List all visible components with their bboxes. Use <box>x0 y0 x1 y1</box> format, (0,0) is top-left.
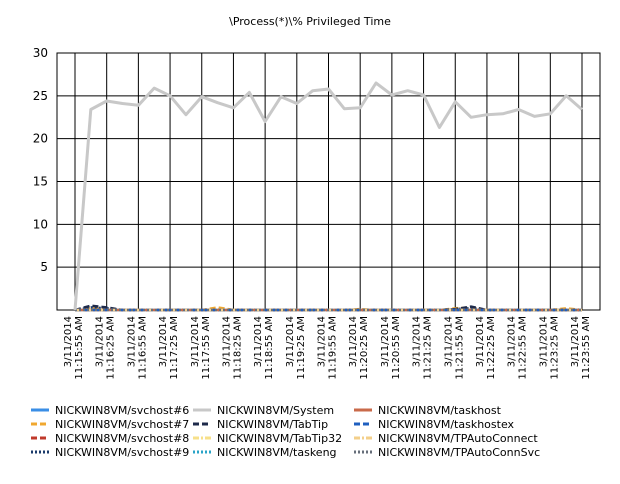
legend-label: NICKWIN8VM/TabTip32 <box>217 432 342 445</box>
x-tick-label-line: 11:20:55 AM <box>391 316 402 380</box>
x-tick-label: 3/11/2014 11:22:55 AM <box>507 316 529 380</box>
y-tick-label: 25 <box>33 89 48 103</box>
x-tick-label-line: 11:21:55 AM <box>454 316 465 380</box>
x-tick-label-line: 3/11/2014 <box>95 316 106 367</box>
x-tick-label-line: 11:18:55 AM <box>264 316 275 380</box>
x-tick-label: 3/11/2014 11:19:55 AM <box>317 316 339 380</box>
legend: NICKWIN8VM/svchost#6NICKWIN8VM/svchost#7… <box>31 404 540 459</box>
x-tick-label-line: 11:17:25 AM <box>169 316 180 380</box>
legend-label: NICKWIN8VM/svchost#7 <box>55 418 189 431</box>
x-tick-label-line: 3/11/2014 <box>380 316 391 367</box>
x-tick-label: 3/11/2014 11:15:55 AM <box>63 316 85 380</box>
y-tick-label: 5 <box>40 260 48 274</box>
x-tick-label: 3/11/2014 11:22:25 AM <box>475 316 497 380</box>
x-tick-label-line: 11:18:25 AM <box>232 316 243 380</box>
x-tick-label-line: 11:23:55 AM <box>581 316 592 380</box>
x-tick-label-line: 3/11/2014 <box>253 316 264 367</box>
x-tick-label-line: 3/11/2014 <box>538 316 549 367</box>
legend-item: NICKWIN8VM/svchost#8 <box>31 432 189 445</box>
x-tick-label-line: 3/11/2014 <box>570 316 581 367</box>
x-tick-label: 3/11/2014 11:16:25 AM <box>95 316 117 380</box>
x-tick-label-line: 3/11/2014 <box>507 316 518 367</box>
legend-item: NICKWIN8VM/svchost#7 <box>31 418 189 431</box>
x-tick-label-line: 11:22:25 AM <box>486 316 497 380</box>
series-line-4 <box>73 81 583 311</box>
x-tick-label-line: 3/11/2014 <box>475 316 486 367</box>
legend-item: NICKWIN8VM/TPAutoConnSvc <box>354 446 540 459</box>
x-tick-label: 3/11/2014 11:23:25 AM <box>538 316 560 380</box>
y-axis: 5 10 15 20 25 30 <box>33 46 48 274</box>
legend-item: NICKWIN8VM/System <box>193 404 334 417</box>
x-tick-label-line: 3/11/2014 <box>412 316 423 367</box>
x-tick-label-line: 3/11/2014 <box>190 316 201 367</box>
x-tick-label-line: 11:16:55 AM <box>137 316 148 380</box>
legend-label: NICKWIN8VM/taskhost <box>378 404 502 417</box>
x-tick-label: 3/11/2014 11:20:25 AM <box>348 316 370 380</box>
legend-item: NICKWIN8VM/TabTip <box>193 418 328 431</box>
x-tick-label-line: 3/11/2014 <box>221 316 232 367</box>
legend-item: NICKWIN8VM/taskhostex <box>354 418 515 431</box>
legend-label: NICKWIN8VM/TPAutoConnect <box>378 432 538 445</box>
x-tick-label-line: 11:15:55 AM <box>74 316 85 380</box>
x-axis: 3/11/2014 11:15:55 AM 3/11/2014 11:16:25 AM… <box>63 316 592 380</box>
series-lines <box>73 81 583 312</box>
legend-label: NICKWIN8VM/svchost#8 <box>55 432 189 445</box>
legend-item: NICKWIN8VM/TabTip32 <box>193 432 342 445</box>
legend-label: NICKWIN8VM/System <box>217 404 334 417</box>
x-tick-label-line: 11:19:55 AM <box>328 316 339 380</box>
x-tick-label-line: 11:20:25 AM <box>359 316 370 380</box>
legend-label: NICKWIN8VM/taskhostex <box>378 418 515 431</box>
legend-item: NICKWIN8VM/svchost#9 <box>31 446 189 459</box>
chart-title: \Process(*)\% Privileged Time <box>229 15 391 28</box>
x-tick-label: 3/11/2014 11:21:25 AM <box>412 316 434 380</box>
x-tick-label: 3/11/2014 11:18:55 AM <box>253 316 275 380</box>
x-tick-label-line: 11:23:25 AM <box>549 316 560 380</box>
grid <box>56 52 601 311</box>
x-tick-label-line: 11:22:55 AM <box>518 316 529 380</box>
x-tick-label-line: 11:19:25 AM <box>296 316 307 380</box>
x-tick-label-line: 11:17:55 AM <box>201 316 212 380</box>
x-tick-label: 3/11/2014 11:16:55 AM <box>126 316 148 380</box>
y-tick-label: 30 <box>33 46 48 60</box>
legend-item: NICKWIN8VM/taskhost <box>354 404 502 417</box>
x-tick-label-line: 3/11/2014 <box>158 316 169 367</box>
x-tick-label-line: 3/11/2014 <box>317 316 328 367</box>
legend-label: NICKWIN8VM/TabTip <box>217 418 328 431</box>
x-tick-label-line: 3/11/2014 <box>443 316 454 367</box>
x-tick-label: 3/11/2014 11:17:25 AM <box>158 316 180 380</box>
y-tick-label: 10 <box>33 217 48 231</box>
legend-label: NICKWIN8VM/svchost#6 <box>55 404 189 417</box>
legend-label: NICKWIN8VM/taskeng <box>217 446 337 459</box>
y-tick-label: 20 <box>33 132 48 146</box>
x-tick-label: 3/11/2014 11:17:55 AM <box>190 316 212 380</box>
x-tick-label-line: 11:16:25 AM <box>106 316 117 380</box>
legend-item: NICKWIN8VM/taskeng <box>193 446 337 459</box>
x-tick-label: 3/11/2014 11:18:25 AM <box>221 316 243 380</box>
x-tick-label: 3/11/2014 11:21:55 AM <box>443 316 465 380</box>
x-tick-label-line: 3/11/2014 <box>285 316 296 367</box>
y-tick-label: 15 <box>33 175 48 189</box>
x-tick-label: 3/11/2014 11:20:55 AM <box>380 316 402 380</box>
x-tick-label: 3/11/2014 11:19:25 AM <box>285 316 307 380</box>
x-tick-label-line: 3/11/2014 <box>126 316 137 367</box>
legend-label: NICKWIN8VM/svchost#9 <box>55 446 189 459</box>
legend-item: NICKWIN8VM/svchost#6 <box>31 404 189 417</box>
x-tick-label: 3/11/2014 11:23:55 AM <box>570 316 592 380</box>
legend-label: NICKWIN8VM/TPAutoConnSvc <box>378 446 540 459</box>
x-tick-label-line: 11:21:25 AM <box>423 316 434 380</box>
x-tick-label-line: 3/11/2014 <box>348 316 359 367</box>
x-tick-label-line: 3/11/2014 <box>63 316 74 367</box>
legend-item: NICKWIN8VM/TPAutoConnect <box>354 432 538 445</box>
